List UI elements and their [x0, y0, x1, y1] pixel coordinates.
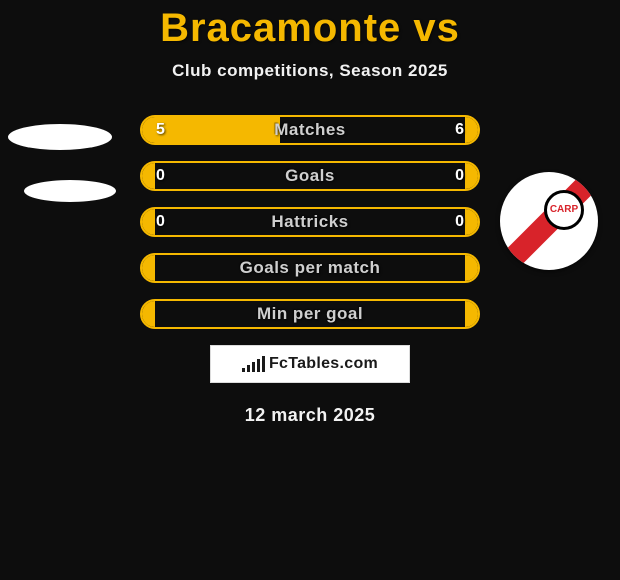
brand-bars-icon	[242, 356, 265, 372]
stat-fill-left	[142, 255, 155, 281]
stat-fill-left	[142, 163, 155, 189]
stat-label: Min per goal	[257, 304, 363, 324]
stat-row-gpm: Goals per match	[140, 253, 480, 283]
subtitle: Club competitions, Season 2025	[0, 61, 620, 81]
badge-ring: CARP	[544, 190, 584, 230]
stat-fill-right	[465, 255, 478, 281]
stat-value-right: 6	[455, 121, 464, 139]
stat-row-matches: 5 Matches 6	[140, 115, 480, 145]
stat-label: Goals	[285, 166, 335, 186]
stat-label: Hattricks	[271, 212, 348, 232]
stat-label: Goals per match	[240, 258, 381, 278]
stat-row-goals: 0 Goals 0	[140, 161, 480, 191]
stat-label: Matches	[274, 120, 346, 140]
stat-fill-right	[465, 301, 478, 327]
stat-fill-right	[465, 209, 478, 235]
avatar-left-2	[24, 180, 116, 202]
brand-text: FcTables.com	[269, 355, 378, 373]
stat-fill-left	[142, 209, 155, 235]
club-badge-right: CARP	[500, 172, 598, 270]
stat-value-right: 0	[455, 167, 464, 185]
stat-value-left: 0	[156, 213, 165, 231]
stat-value-left: 5	[156, 121, 165, 139]
stat-value-right: 0	[455, 213, 464, 231]
page-title: Bracamonte vs	[0, 0, 620, 51]
stat-row-mpg: Min per goal	[140, 299, 480, 329]
stat-fill-right	[465, 117, 478, 143]
stat-fill-right	[465, 163, 478, 189]
stat-fill-left	[142, 301, 155, 327]
brand-box[interactable]: FcTables.com	[210, 345, 410, 383]
date-label: 12 march 2025	[0, 405, 620, 426]
stat-value-left: 0	[156, 167, 165, 185]
stat-row-hattricks: 0 Hattricks 0	[140, 207, 480, 237]
avatar-left-1	[8, 124, 112, 150]
